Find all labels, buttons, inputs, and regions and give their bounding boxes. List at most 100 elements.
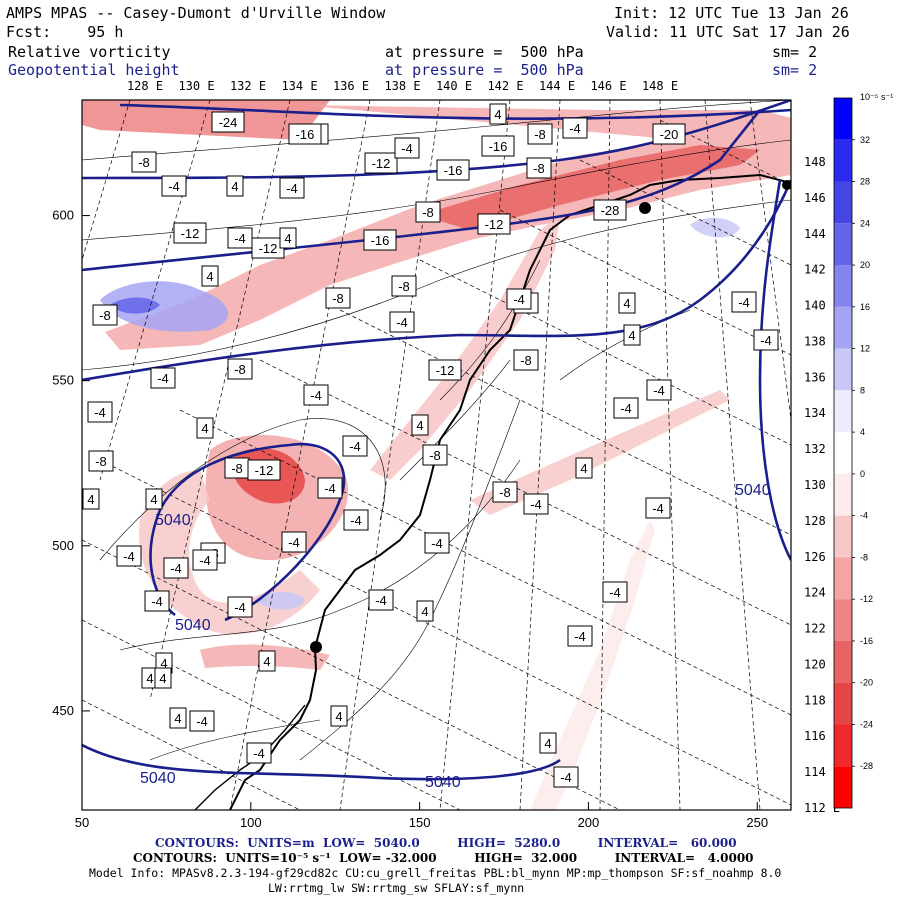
vorticity-label-box <box>523 493 549 515</box>
vorticity-label-box <box>258 650 276 672</box>
right-lon-label: 134 E <box>804 406 840 420</box>
vorticity-label: 4 <box>263 654 270 669</box>
top-lon-label: 132 E <box>230 79 266 93</box>
vorticity-label: 4 <box>146 671 153 686</box>
station-east <box>782 180 791 190</box>
vorticity-label-box <box>196 417 214 439</box>
vorticity-label-box <box>173 222 207 244</box>
vorticity-label-box <box>492 481 518 503</box>
colorbar-label: -20 <box>860 678 873 688</box>
vorticity-label: -4 <box>286 181 298 196</box>
vorticity-label-box <box>567 625 593 647</box>
field2-name: Geopotential height <box>8 61 180 79</box>
top-lon-label: 148 E <box>642 79 678 93</box>
vorticity-label: 4 <box>231 179 238 194</box>
vorticity-label: -4 <box>609 585 621 600</box>
vorticity-label: -4 <box>324 481 336 496</box>
vorticity-label-box <box>82 488 100 510</box>
vorticity-label: 4 <box>174 711 181 726</box>
colorbar-segment <box>834 306 852 349</box>
vorticity-label-box <box>422 444 448 466</box>
latlon-grid <box>82 100 791 810</box>
vorticity-label: -4 <box>396 315 408 330</box>
colorbar-label: 0 <box>860 469 865 479</box>
vorticity-label-box <box>288 123 322 145</box>
vorticity-label-box <box>368 589 394 611</box>
colorbar-label: -8 <box>860 552 868 562</box>
vorticity-label: -12 <box>181 226 200 241</box>
vorticity-label: -8 <box>429 448 441 463</box>
vorticity-label: -4 <box>738 295 750 310</box>
vorticity-label-box <box>623 324 641 346</box>
x-tick-label: 200 <box>578 815 600 830</box>
vorticity-label: -16 <box>296 127 315 142</box>
vorticity-label-box <box>246 742 272 764</box>
top-lon-label: 140 E <box>436 79 472 93</box>
vorticity-label-box <box>281 531 307 553</box>
vorticity-label-box <box>192 549 218 571</box>
vorticity-label: -4 <box>157 371 169 386</box>
vorticity-label: 4 <box>206 269 213 284</box>
vorticity-label: -4 <box>234 231 246 246</box>
vorticity-label-box <box>131 151 157 173</box>
right-lon-label: 140 E <box>804 299 840 313</box>
colorbar-unit: 10⁻⁵ s⁻¹ <box>860 92 893 102</box>
pos-vorticity-west <box>100 281 229 332</box>
vorticity-label: 4 <box>416 418 423 433</box>
vorticity-label-box <box>562 117 588 139</box>
vorticity-label-box <box>145 488 163 510</box>
vorticity-label-box <box>247 459 281 481</box>
vorticity-label-box <box>477 213 511 235</box>
vorticity-label: -4 <box>653 383 665 398</box>
vorticity-label: -4 <box>234 600 246 615</box>
vorticity-label: -8 <box>234 362 246 377</box>
vorticity-label: -4 <box>199 553 211 568</box>
vorticity-label: -4 <box>350 513 362 528</box>
vorticity-label: -4 <box>530 497 542 512</box>
right-lon-label: 120 E <box>804 657 840 671</box>
field2-level: at pressure = 500 hPa <box>385 61 584 79</box>
colorbar-segment <box>834 473 852 516</box>
vorticity-label-box <box>394 137 420 159</box>
vorticity-label: -4 <box>253 746 265 761</box>
height-label: 5040 <box>155 512 191 529</box>
vorticity-label: -16 <box>489 139 508 154</box>
vorticity-label-box <box>87 401 113 423</box>
vorticity-label: 4 <box>623 296 630 311</box>
vorticity-label-box <box>363 229 397 251</box>
top-lon-label: 130 E <box>178 79 214 93</box>
vorticity-label: -8 <box>533 161 545 176</box>
vorticity-label: 4 <box>284 231 291 246</box>
vorticity-label-box <box>163 557 189 579</box>
vorticity-contour-info: CONTOURS: UNITS=10⁻⁵ s⁻¹ LOW= -32.000 HI… <box>133 851 754 865</box>
right-lon-label: 112 E <box>804 801 840 815</box>
vorticity-label-box <box>92 304 118 326</box>
y-tick-label: 500 <box>52 538 74 553</box>
colorbar-segment <box>834 766 852 808</box>
vorticity-label-box <box>144 590 170 612</box>
vorticity-label-box <box>415 201 441 223</box>
top-lon-label: 128 E <box>127 79 163 93</box>
colorbar-segment <box>834 223 852 266</box>
vorticity-label-box <box>169 707 187 729</box>
right-lon-label: 136 E <box>804 370 840 384</box>
colorbar-segment <box>834 724 852 767</box>
vorticity-label-box <box>411 414 429 436</box>
station-casey <box>639 202 651 214</box>
vorticity-label: 4 <box>160 656 167 671</box>
right-lon-label: 142 E <box>804 263 840 277</box>
vorticity-label: -8 <box>138 155 150 170</box>
vorticity-label-box <box>481 135 515 157</box>
neg-vorticity-ridge <box>370 215 560 480</box>
vorticity-label: -4 <box>375 593 387 608</box>
colorbar-label: 24 <box>860 218 870 228</box>
right-lon-label: 124 E <box>804 586 840 600</box>
vorticity-label: 4 <box>628 328 635 343</box>
colorbar-label: -4 <box>860 511 868 521</box>
colorbar-segment <box>834 515 852 558</box>
vorticity-label-box <box>618 292 636 314</box>
y-tick-label: 550 <box>52 373 74 388</box>
right-lon-label: 144 E <box>804 227 840 241</box>
x-tick-label: 150 <box>409 815 431 830</box>
top-lon-label: 136 E <box>333 79 369 93</box>
